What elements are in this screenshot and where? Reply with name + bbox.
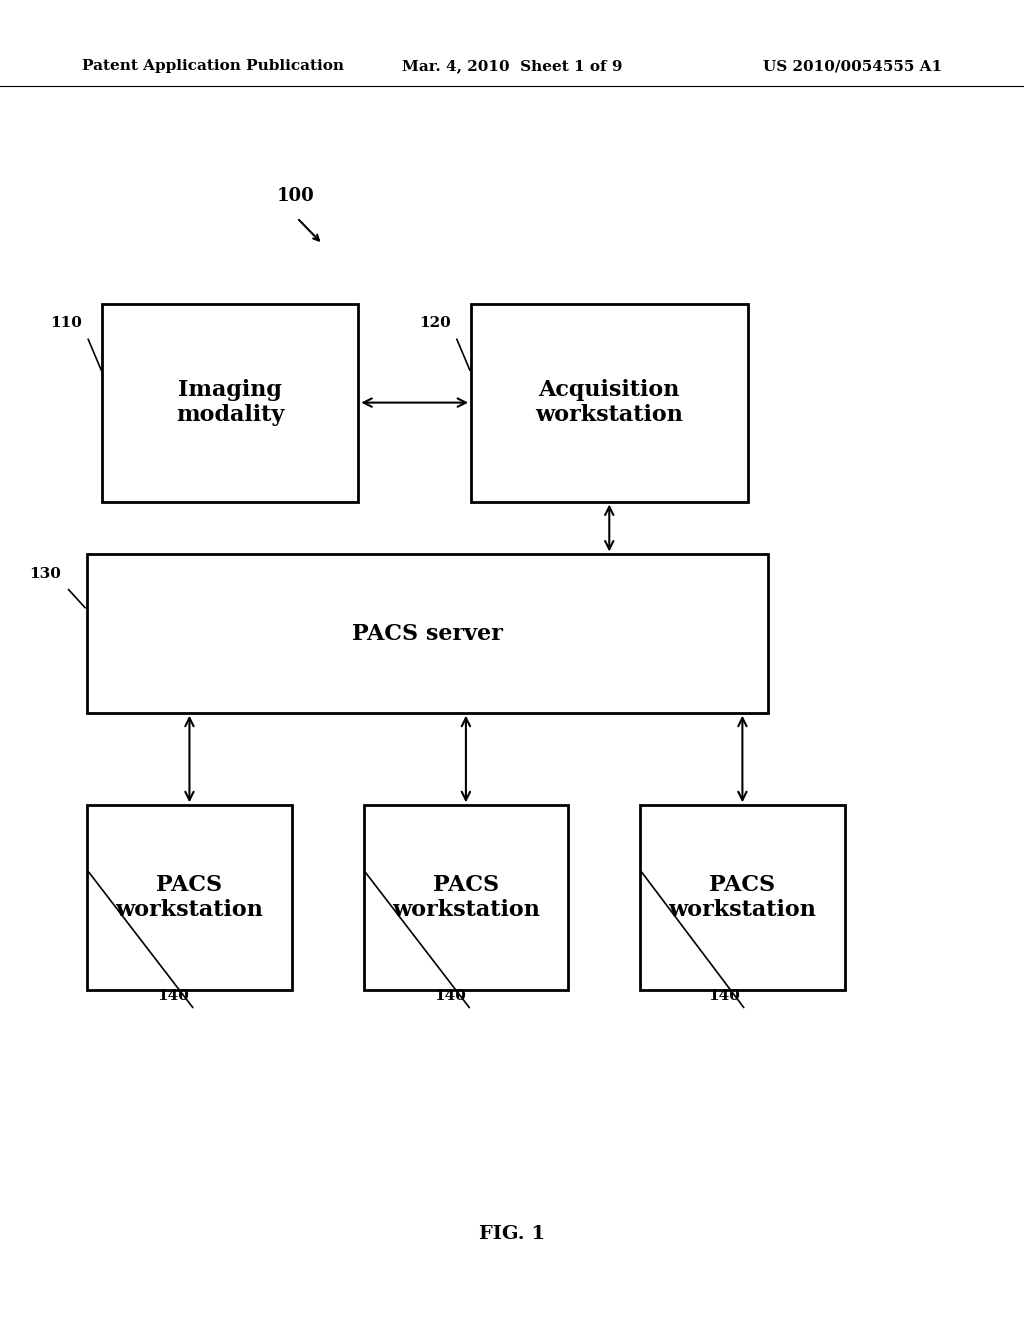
Text: US 2010/0054555 A1: US 2010/0054555 A1: [763, 59, 942, 74]
Text: Mar. 4, 2010  Sheet 1 of 9: Mar. 4, 2010 Sheet 1 of 9: [401, 59, 623, 74]
FancyBboxPatch shape: [471, 304, 748, 502]
Text: 140: 140: [158, 989, 189, 1003]
Text: 130: 130: [30, 566, 61, 581]
FancyBboxPatch shape: [640, 805, 845, 990]
FancyBboxPatch shape: [87, 805, 292, 990]
Text: 100: 100: [276, 186, 314, 205]
FancyBboxPatch shape: [102, 304, 358, 502]
Text: PACS
workstation: PACS workstation: [669, 874, 816, 921]
FancyBboxPatch shape: [87, 554, 768, 713]
Text: FIG. 1: FIG. 1: [479, 1225, 545, 1243]
Text: 120: 120: [419, 315, 451, 330]
Text: Patent Application Publication: Patent Application Publication: [82, 59, 344, 74]
Text: PACS
workstation: PACS workstation: [116, 874, 263, 921]
Text: Imaging
modality: Imaging modality: [176, 379, 285, 426]
Text: 140: 140: [709, 989, 740, 1003]
Text: Acquisition
workstation: Acquisition workstation: [536, 379, 683, 426]
Text: PACS
workstation: PACS workstation: [392, 874, 540, 921]
FancyBboxPatch shape: [364, 805, 568, 990]
Text: 140: 140: [434, 989, 466, 1003]
Text: 110: 110: [50, 315, 82, 330]
Text: PACS server: PACS server: [352, 623, 503, 644]
